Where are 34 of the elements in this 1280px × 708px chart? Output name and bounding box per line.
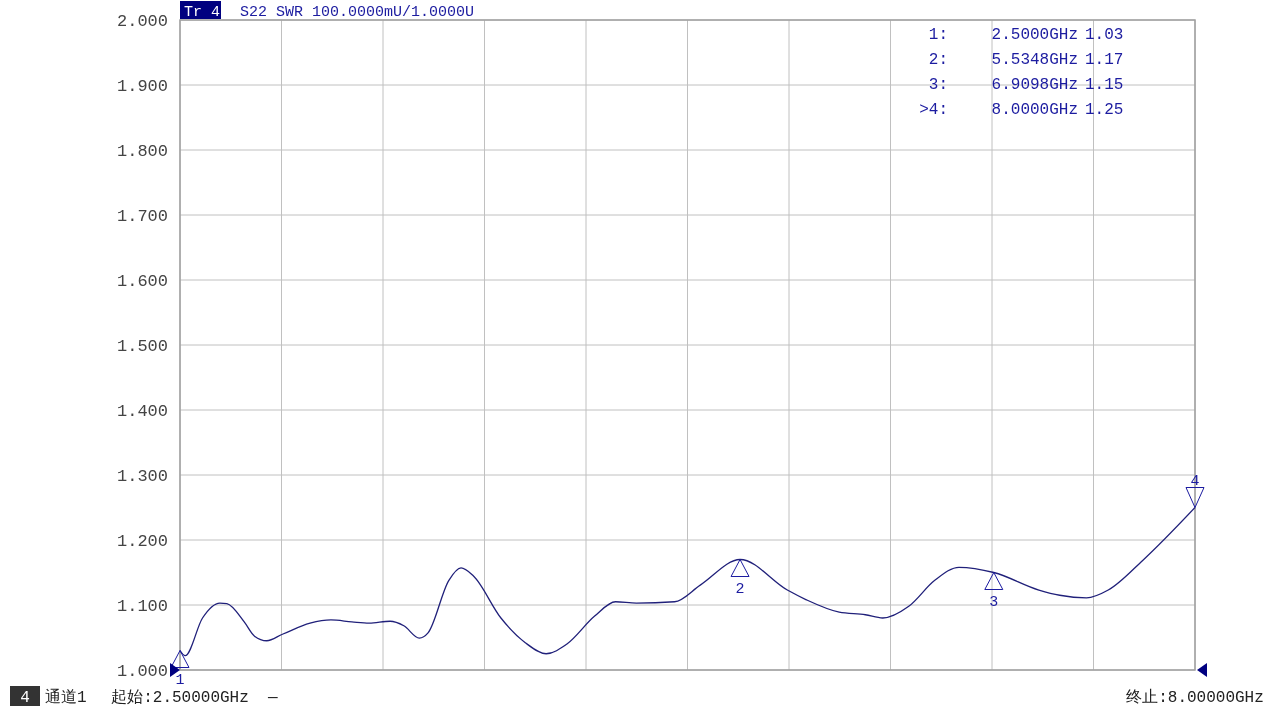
x-tick-label: 终止:8.00000GHz: [1126, 688, 1264, 707]
y-tick-label: 1.700: [116, 206, 168, 226]
annotation: 1:: [928, 26, 948, 44]
chart-subtitle: Tr 4: [184, 4, 221, 21]
annotation: 1.03: [1085, 26, 1124, 44]
annotation: 1.17: [1085, 51, 1124, 69]
annotation: 3:: [928, 76, 948, 94]
annotation: 4: [1190, 472, 1200, 490]
y-tick-label: 1.200: [116, 531, 168, 551]
annotation: >4:: [919, 101, 948, 119]
y-tick-label: 1.400: [116, 401, 168, 421]
annotation: 8.0000GHz: [991, 101, 1078, 119]
annotation: 1.25: [1085, 101, 1124, 119]
y-tick-label: 1.100: [116, 596, 168, 616]
chart-title: S22 SWR 100.0000mU/1.0000U: [240, 4, 475, 21]
annotation: 1.15: [1085, 76, 1124, 94]
annotation: 1: [175, 671, 185, 689]
annotation: 3: [989, 593, 999, 611]
y-tick-label: 2.000: [116, 11, 168, 31]
y-tick-label: 1.800: [116, 141, 168, 161]
y-tick-label: 1.900: [116, 76, 168, 96]
annotation: 5.5348GHz: [991, 51, 1078, 69]
annotation: 2:: [928, 51, 948, 69]
text: —: [267, 689, 278, 707]
annotation: 2.5000GHz: [991, 26, 1078, 44]
y-tick-label: 1.600: [116, 271, 168, 291]
y-tick-label: 1.500: [116, 336, 168, 356]
text: 通道1: [45, 688, 87, 707]
y-tick-label: 1.000: [116, 661, 168, 681]
y-tick-label: 1.300: [116, 466, 168, 486]
text: 4: [20, 689, 30, 707]
x-tick-label: 起始:2.50000GHz: [111, 689, 249, 707]
annotation: 6.9098GHz: [991, 76, 1078, 94]
annotation: 2: [735, 580, 745, 598]
